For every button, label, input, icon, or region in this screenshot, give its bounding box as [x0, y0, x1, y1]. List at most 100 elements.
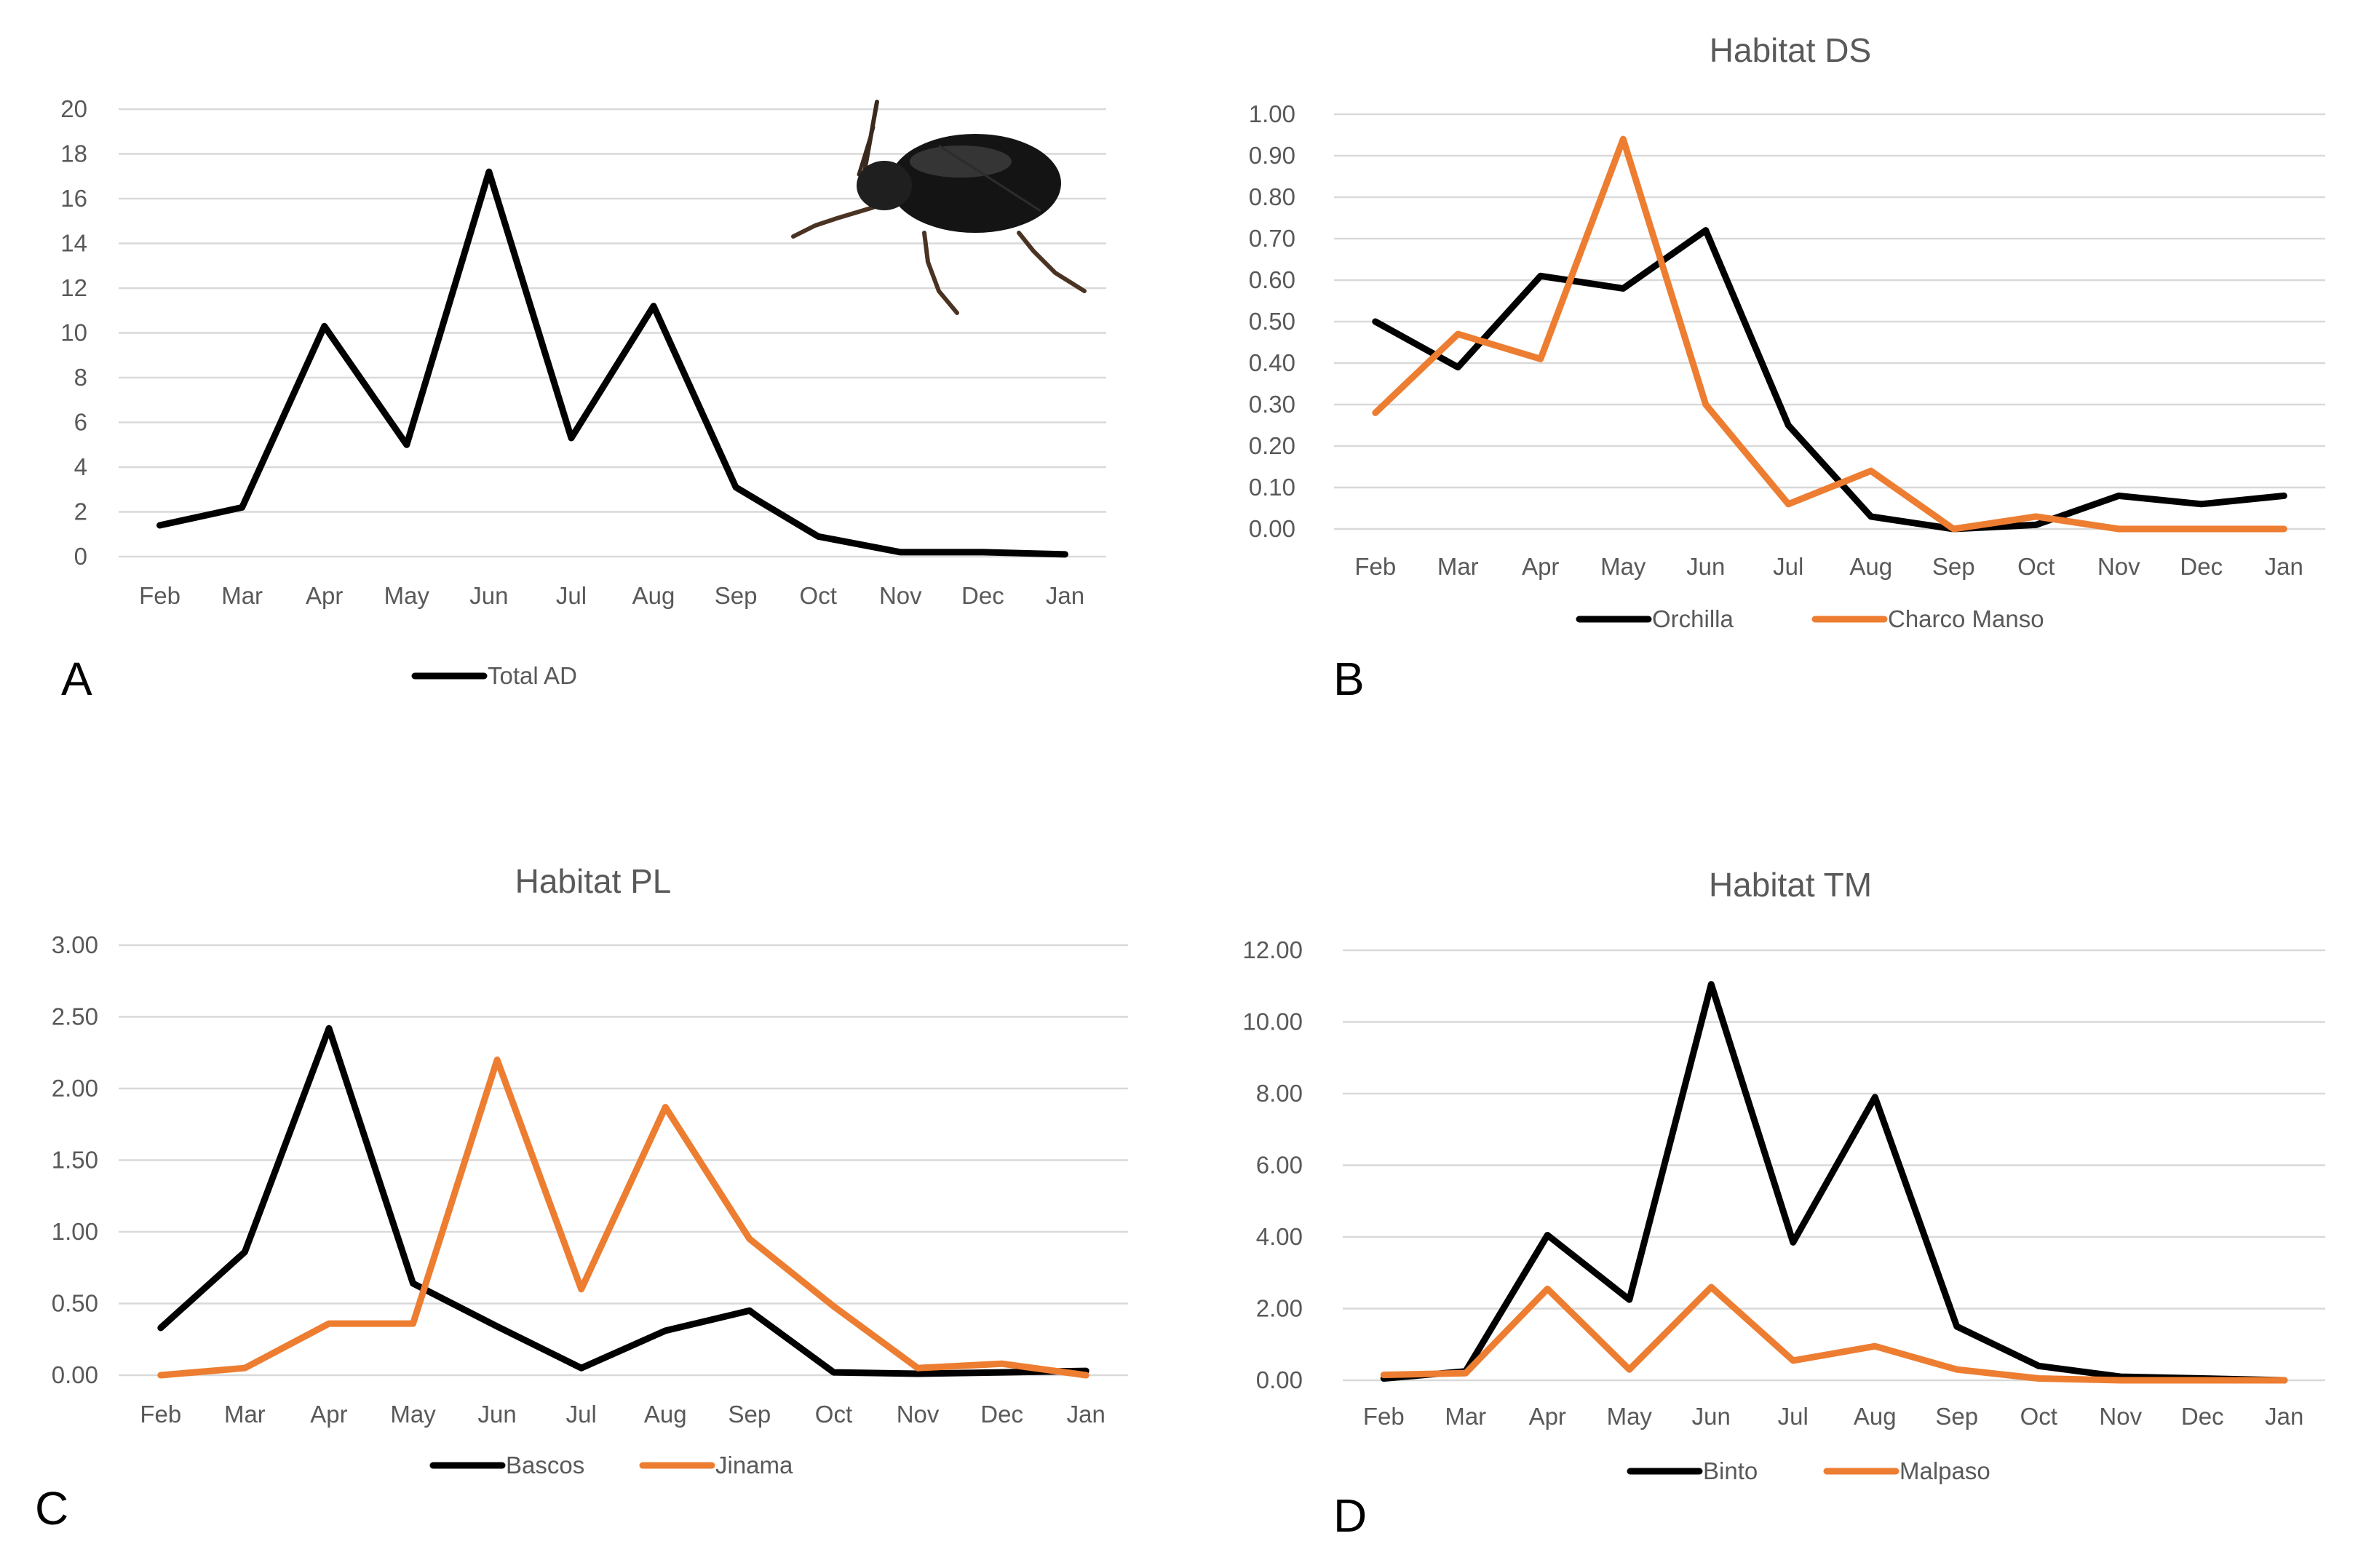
- x-tick-label: Oct: [2017, 553, 2055, 580]
- x-tick-label: Sep: [1932, 553, 1975, 580]
- x-tick-label: Jul: [1778, 1403, 1809, 1430]
- y-tick-label: 0.70: [1249, 225, 1295, 252]
- x-tick-label: Sep: [1935, 1403, 1978, 1430]
- x-tick-label: Nov: [2099, 1403, 2142, 1430]
- y-tick-label: 1.00: [52, 1218, 98, 1245]
- legend-label: Jinama: [715, 1452, 793, 1479]
- y-tick-label: 0.50: [1249, 308, 1295, 335]
- y-tick-label: 12.00: [1242, 936, 1303, 963]
- y-tick-label: 3.00: [52, 931, 98, 958]
- series-line-charco-manso: [1372, 135, 2287, 533]
- panel-letter-a: A: [61, 653, 92, 705]
- x-tick-label: May: [390, 1401, 436, 1428]
- y-tick-label: 2.00: [1256, 1295, 1303, 1322]
- x-tick-label: Mar: [1445, 1403, 1486, 1430]
- legend-label: Charco Manso: [1888, 605, 2044, 632]
- y-tick-label: 4.00: [1256, 1223, 1303, 1250]
- x-tick-label: Jun: [478, 1401, 517, 1428]
- x-tick-label: Nov: [2097, 553, 2140, 580]
- x-tick-label: Feb: [139, 582, 180, 609]
- chart-title: Habitat DS: [1710, 31, 1871, 69]
- x-tick-label: Oct: [800, 582, 837, 609]
- legend-label: Orchilla: [1652, 605, 1734, 632]
- x-tick-label: Dec: [961, 582, 1004, 609]
- y-tick-label: 2.00: [52, 1075, 98, 1102]
- y-tick-label: 2: [74, 498, 87, 525]
- x-tick-label: Sep: [715, 582, 758, 609]
- x-tick-label: Aug: [1849, 553, 1892, 580]
- y-tick-label: 0: [74, 543, 87, 570]
- legend-label: Malpaso: [1899, 1457, 1990, 1484]
- y-tick-label: 1.00: [1249, 100, 1295, 127]
- y-tick-label: 0.40: [1249, 349, 1295, 376]
- y-tick-label: 0.00: [1249, 515, 1295, 542]
- y-tick-label: 10: [60, 319, 87, 346]
- legend-label: Binto: [1703, 1457, 1758, 1484]
- series-line-jinama: [157, 1056, 1089, 1379]
- x-tick-label: Nov: [879, 582, 922, 609]
- x-tick-label: Sep: [729, 1401, 771, 1428]
- chart-b-plot: Habitat DS 0.00 0.10 0.20 0.30 0.40 0.50 0.60 0.…: [1249, 31, 2325, 632]
- y-tick-label: 0.00: [52, 1361, 98, 1388]
- chart-title: Habitat PL: [515, 862, 672, 900]
- series-line-total-ad: [156, 168, 1068, 558]
- y-tick-label: 2.50: [52, 1003, 98, 1030]
- x-tick-label: Nov: [897, 1401, 940, 1428]
- y-tick-label: 0.80: [1249, 183, 1295, 210]
- y-tick-label: 8.00: [1256, 1080, 1303, 1107]
- x-tick-label: Feb: [1354, 553, 1396, 580]
- beetle-elytra-line: [938, 144, 1041, 212]
- x-tick-label: Dec: [980, 1401, 1023, 1428]
- x-tick-label: Mar: [221, 582, 263, 609]
- chart-a-plot: 0 2 4 6 8 10 12 14 16 18 20 Feb Mar Apr May Jun Jul Aug Se…: [60, 95, 1106, 689]
- x-tick-label: May: [1607, 1403, 1653, 1430]
- x-tick-label: Aug: [644, 1401, 687, 1428]
- y-tick-label: 0.00: [1256, 1366, 1303, 1393]
- y-tick-label: 12: [60, 274, 87, 301]
- x-tick-label: May: [1600, 553, 1646, 580]
- y-tick-label: 6.00: [1256, 1152, 1303, 1179]
- panel-b: Habitat DS 0.00 0.10 0.20 0.30 0.40 0.50 0.60 0.…: [1249, 31, 2325, 705]
- y-tick-label: 14: [60, 230, 87, 257]
- x-tick-label: Feb: [1363, 1403, 1405, 1430]
- x-tick-label: Jul: [566, 1401, 597, 1428]
- x-tick-label: May: [384, 582, 430, 609]
- panel-letter-d: D: [1333, 1489, 1367, 1542]
- x-tick-label: Jan: [1067, 1401, 1105, 1428]
- x-tick-label: Dec: [2181, 1403, 2224, 1430]
- x-tick-label: Jul: [1773, 553, 1803, 580]
- chart-d-plot: Habitat TM 0.00 2.00 4.00 6.00 8.00 10.00 12.00…: [1242, 866, 2325, 1484]
- y-tick-label: 4: [74, 453, 87, 480]
- y-tick-label: 6: [74, 409, 87, 436]
- panel-a: 0 2 4 6 8 10 12 14 16 18 20 Feb Mar Apr May Jun Jul Aug Se…: [60, 95, 1106, 705]
- x-tick-label: Dec: [2180, 553, 2223, 580]
- beetle-head: [857, 161, 912, 210]
- legend-label: Bascos: [506, 1452, 584, 1479]
- x-tick-label: Aug: [1854, 1403, 1897, 1430]
- legend-label: Total AD: [488, 662, 577, 689]
- panel-letter-b: B: [1333, 653, 1365, 705]
- series-line-bascos: [157, 1024, 1089, 1377]
- y-tick-label: 0.60: [1249, 266, 1295, 293]
- x-tick-label: Aug: [632, 582, 675, 609]
- y-tick-label: 0.30: [1249, 391, 1295, 418]
- x-tick-label: Oct: [2020, 1403, 2057, 1430]
- y-tick-label: 8: [74, 364, 87, 391]
- x-tick-label: Jun: [1692, 1403, 1731, 1430]
- chart-c-plot: Habitat PL 0.00 0.50 1.00 1.50 2.00 2.50 3.00 Fe…: [52, 862, 1128, 1479]
- x-tick-label: Jun: [469, 582, 508, 609]
- y-tick-label: 0.50: [52, 1290, 98, 1317]
- x-tick-label: Apr: [1529, 1403, 1566, 1430]
- y-tick-label: 10.00: [1242, 1008, 1303, 1035]
- beetle-antenna-2: [857, 125, 876, 177]
- y-tick-label: 0.10: [1249, 474, 1295, 501]
- x-tick-label: Apr: [310, 1401, 347, 1428]
- y-tick-label: 16: [60, 185, 87, 212]
- beetle-leg-front: [791, 205, 876, 239]
- y-tick-label: 0.20: [1249, 432, 1295, 459]
- x-tick-label: Jul: [556, 582, 587, 609]
- x-tick-label: Apr: [1522, 553, 1559, 580]
- x-tick-label: Oct: [815, 1401, 852, 1428]
- panel-letter-c: C: [35, 1482, 68, 1535]
